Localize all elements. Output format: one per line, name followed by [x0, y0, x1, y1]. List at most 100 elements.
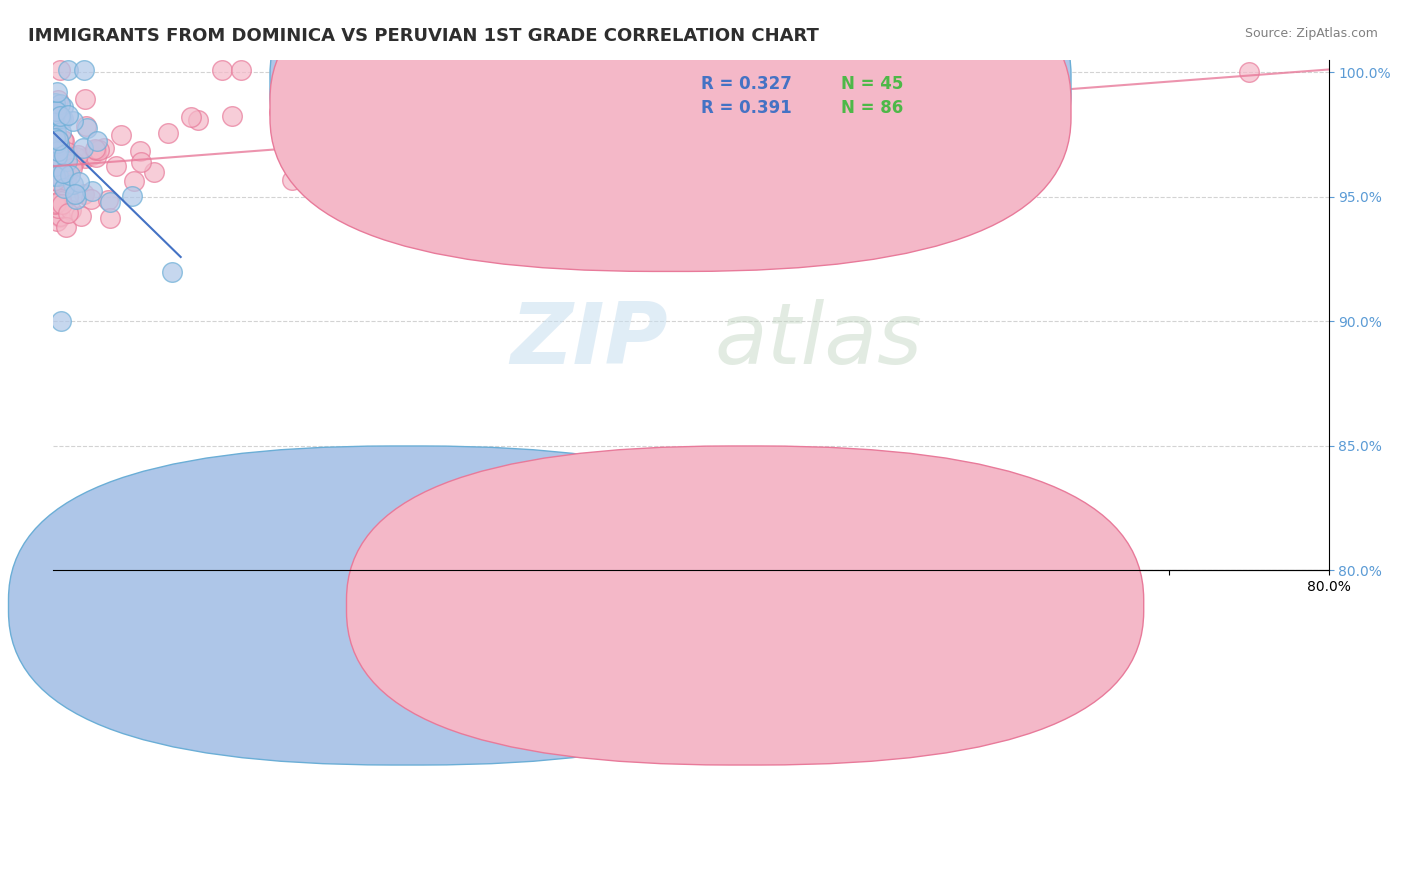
Point — [72, 141, 94, 155]
Point — [86, 143, 108, 157]
Point — [308, 118, 330, 132]
Point — [55, 145, 77, 160]
Point — [464, 107, 486, 121]
Point — [44, 173, 66, 187]
Point — [45, 86, 67, 100]
Point — [49, 194, 72, 209]
Point — [98, 195, 121, 210]
Text: Peruvians: Peruvians — [773, 598, 841, 612]
Point — [49, 109, 72, 123]
Point — [84, 150, 107, 164]
Point — [48, 138, 70, 153]
Point — [98, 211, 121, 226]
Point — [44, 122, 66, 136]
Point — [110, 128, 132, 142]
Point — [121, 188, 143, 202]
Point — [474, 197, 496, 211]
Point — [48, 132, 70, 146]
Point — [48, 110, 70, 124]
Point — [46, 155, 69, 169]
Point — [56, 190, 79, 204]
Point — [82, 184, 104, 198]
Point — [44, 112, 66, 126]
Point — [157, 127, 180, 141]
Text: Source: ZipAtlas.com: Source: ZipAtlas.com — [1244, 27, 1378, 40]
Point — [69, 209, 91, 223]
Point — [51, 153, 73, 168]
Point — [617, 155, 640, 169]
Point — [457, 103, 479, 118]
Point — [49, 192, 72, 206]
Point — [75, 119, 97, 133]
Point — [44, 196, 66, 211]
Point — [44, 169, 66, 183]
Point — [44, 136, 66, 151]
Point — [56, 148, 79, 162]
FancyBboxPatch shape — [270, 0, 1071, 271]
Text: IMMIGRANTS FROM DOMINICA VS PERUVIAN 1ST GRADE CORRELATION CHART: IMMIGRANTS FROM DOMINICA VS PERUVIAN 1ST… — [28, 27, 818, 45]
Point — [160, 265, 183, 279]
Point — [492, 90, 515, 104]
Point — [269, 104, 291, 119]
Point — [73, 187, 96, 202]
Point — [46, 94, 69, 108]
Point — [45, 213, 67, 227]
Point — [48, 141, 70, 155]
Point — [65, 187, 87, 202]
Point — [124, 174, 146, 188]
Point — [44, 103, 66, 117]
Point — [93, 141, 115, 155]
Point — [52, 133, 75, 147]
Point — [46, 144, 69, 158]
Point — [211, 62, 233, 77]
Point — [46, 133, 69, 147]
Point — [569, 94, 592, 108]
Point — [56, 62, 79, 77]
Point — [634, 132, 657, 146]
Point — [52, 112, 75, 127]
Point — [52, 166, 75, 180]
Point — [76, 120, 98, 135]
Point — [63, 154, 86, 169]
FancyBboxPatch shape — [627, 63, 965, 128]
Point — [44, 103, 66, 117]
Point — [73, 92, 96, 106]
Point — [395, 152, 418, 166]
Point — [45, 125, 67, 139]
Point — [73, 151, 96, 165]
Point — [55, 173, 77, 187]
Point — [60, 153, 83, 168]
Point — [44, 95, 66, 110]
Point — [484, 107, 506, 121]
Point — [59, 168, 82, 182]
Point — [46, 149, 69, 163]
Point — [46, 158, 69, 172]
Point — [46, 201, 69, 215]
Point — [221, 109, 243, 123]
Point — [56, 166, 79, 180]
Point — [187, 112, 209, 127]
Point — [579, 97, 602, 112]
Point — [60, 203, 83, 218]
Point — [49, 314, 72, 328]
Point — [56, 108, 79, 122]
Text: R = 0.391: R = 0.391 — [702, 99, 792, 117]
Point — [62, 177, 84, 191]
Point — [619, 142, 641, 156]
Point — [56, 206, 79, 220]
Point — [45, 173, 67, 187]
Point — [44, 159, 66, 173]
Text: ZIP: ZIP — [510, 299, 668, 382]
Text: N = 45: N = 45 — [841, 75, 904, 93]
Point — [73, 62, 96, 77]
Text: N = 86: N = 86 — [841, 99, 904, 117]
Point — [48, 137, 70, 152]
Text: atlas: atlas — [714, 299, 922, 382]
Point — [51, 197, 73, 211]
Point — [641, 125, 664, 139]
Point — [86, 134, 108, 148]
Point — [411, 193, 433, 207]
Point — [87, 143, 110, 157]
Point — [46, 103, 69, 118]
Point — [55, 220, 77, 235]
